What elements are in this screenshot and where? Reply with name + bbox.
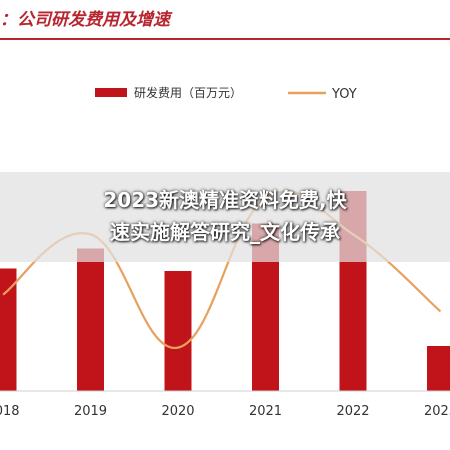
bar-2018 xyxy=(0,268,17,391)
x-tick-2019: 2019 xyxy=(74,404,107,419)
x-tick-2023: 2023 xyxy=(424,404,450,419)
legend: 研发费用（百万元） YOY xyxy=(95,85,357,102)
legend-bar-label: 研发费用（百万元） xyxy=(134,85,242,100)
x-tick-2018: 2018 xyxy=(0,404,20,419)
watermark-line-2: 速实施解答研究_文化传承 xyxy=(110,220,340,244)
x-tick-2021: 2021 xyxy=(249,404,282,419)
x-tick-2022: 2022 xyxy=(336,404,369,419)
legend-line-label: YOY xyxy=(331,87,357,102)
bar-2020 xyxy=(164,271,192,391)
watermark-line-1: 2023新澳精准资料免费,快 xyxy=(103,188,347,212)
watermark-overlay xyxy=(0,172,450,262)
title-divider xyxy=(0,38,450,40)
watermark-text: 2023新澳精准资料免费,快 速实施解答研究_文化传承 xyxy=(0,184,450,248)
x-tick-labels: 2018 2019 2020 2021 2022 2023 xyxy=(0,404,450,419)
x-tick-2020: 2020 xyxy=(161,404,194,419)
bar-2019 xyxy=(77,248,104,391)
legend-bar-swatch xyxy=(95,88,127,97)
bar-2023 xyxy=(427,346,450,391)
chart-title: ：公司研发费用及增速 xyxy=(0,10,170,30)
